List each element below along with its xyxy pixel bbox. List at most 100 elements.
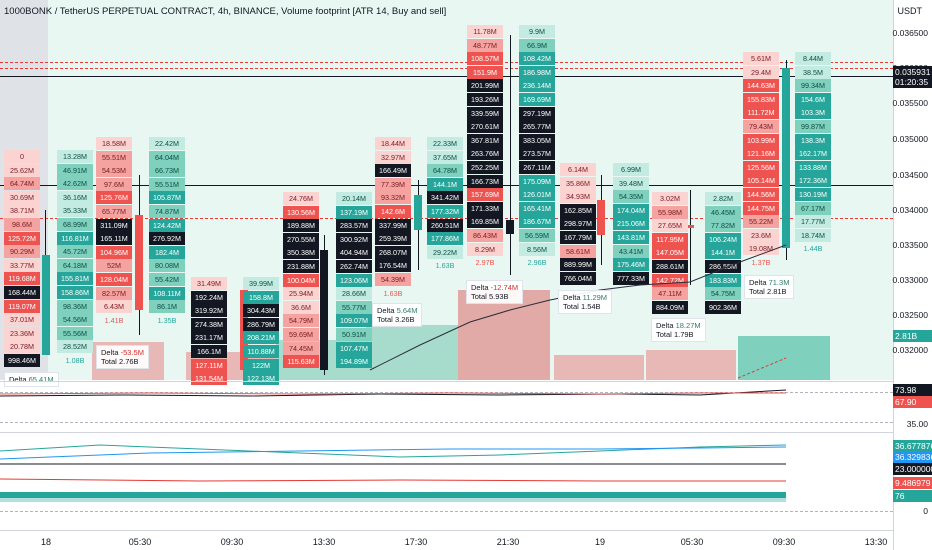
buy-volume-cell: 1.63B (435, 261, 455, 271)
buy-volume-cell: 8.44M (795, 52, 831, 65)
delta-value: 71.3M (768, 278, 790, 287)
buy-volume-cell: 39.48M (613, 176, 649, 190)
buy-volume-cell: 283.57M (336, 219, 372, 233)
rsi-tag-main: 73.98 (893, 384, 932, 396)
buy-volume-cell: 138.3M (795, 133, 831, 147)
sell-volume-cell: 55.51M (96, 150, 132, 164)
total-label: Total (563, 302, 581, 311)
chart-title: 1000BONK / TetherUS PERPETUAL CONTRACT, … (4, 6, 447, 17)
sell-volume-cell: 268.07M (375, 245, 411, 259)
delta-label: Delta (9, 375, 29, 384)
buy-volume-cell: 155.81M (57, 272, 93, 286)
sell-volume-cell: 201.99M (467, 79, 503, 93)
adx-pane[interactable] (0, 433, 893, 483)
sell-volume-cell: 130.56M (283, 205, 319, 219)
buy-volume-cell: 28.66M (336, 287, 372, 301)
rsi-lower-band (0, 422, 893, 423)
price-axis-label: 0.034000 (892, 205, 928, 215)
buy-volume-cell: 404.94M (336, 246, 372, 260)
buy-volume-cell: 777.33M (613, 271, 649, 285)
buy-volume-cell: 37.65M (427, 150, 463, 164)
sell-volume-cell: 884.09M (652, 300, 688, 314)
buy-volume-cell: 162.17M (795, 147, 831, 161)
buy-volume-cell: 8.56M (519, 242, 555, 256)
buy-volume-cell: 304.43M (243, 304, 279, 318)
osc-pane[interactable] (0, 484, 893, 530)
delta-label: Delta (563, 293, 583, 302)
osc-level-line (0, 511, 893, 512)
time-axis-label: 05:30 (128, 537, 152, 547)
sell-volume-cell: 19.08M (743, 242, 779, 256)
price-axis-label: 0.032000 (892, 345, 928, 355)
sell-volume-cell: 64.74M (4, 177, 40, 191)
buy-volume-cell: 54.35M (613, 190, 649, 204)
sell-volume-cell: 25.62M (4, 163, 40, 177)
buy-volume-cell: 55.51M (149, 177, 185, 191)
buy-volume-cell: 74.87M (149, 205, 185, 218)
time-axis-label: 13:30 (864, 537, 888, 547)
sell-volume-cell: 11.78M (467, 25, 503, 38)
candle-body (414, 195, 422, 230)
sell-volume-cell: 151.9M (467, 65, 503, 79)
buy-volume-cell: 20.14M (336, 192, 372, 205)
buy-volume-cell: 276.92M (149, 232, 185, 246)
total-label: Total (471, 292, 489, 301)
buy-volume-cell: 177.86M (427, 232, 463, 246)
buy-volume-cell: 99.87M (795, 120, 831, 133)
currency-label[interactable]: USDT (897, 6, 923, 16)
sell-volume-cell: 274.38M (191, 317, 227, 331)
total-value: 3.26B (394, 315, 415, 324)
last-price-tag: 0.035931 (893, 66, 932, 78)
rsi-level-label: 35.00 (906, 419, 928, 429)
rsi-pane[interactable] (0, 382, 893, 432)
volume-tag: 2.81B (893, 330, 932, 342)
sell-volume-cell: 189.88M (283, 219, 319, 233)
price-axis-label: 0.032500 (892, 310, 928, 320)
sell-volume-cell: 8.29M (467, 242, 503, 256)
sell-volume-cell: 6.43M (96, 300, 132, 314)
sell-volume-cell: 144.56M (743, 188, 779, 201)
sell-volume-cell: 97.6M (96, 177, 132, 191)
dashed-level-line (0, 68, 893, 69)
adx-lines (0, 444, 787, 482)
sell-volume-cell: 77.39M (375, 177, 411, 191)
buy-volume-cell: 54.56M (57, 313, 93, 327)
rsi-line (0, 389, 787, 397)
sell-volume-cell: 142.6M (375, 205, 411, 218)
sell-volume-cell: 168.44M (4, 286, 40, 299)
buy-volume-cell: 144.1M (705, 246, 741, 260)
sell-volume-cell: 125.56M (743, 160, 779, 174)
buy-volume-cell: 50.91M (336, 328, 372, 341)
buy-volume-cell: 38.5M (795, 65, 831, 79)
time-axis-label: 09:30 (772, 537, 796, 547)
sell-volume-cell: 29.4M (743, 65, 779, 79)
volume-bar (738, 336, 830, 380)
sell-volume-cell: 2.97B (475, 258, 495, 268)
buy-volume-cell: 45.72M (57, 245, 93, 259)
price-axis-label: 0.035500 (892, 98, 928, 108)
sell-volume-cell: 54.53M (96, 164, 132, 178)
buy-volume-cell: 300.92M (336, 232, 372, 246)
buy-volume-cell: 169.69M (519, 93, 555, 106)
sell-volume-cell: 108.57M (467, 52, 503, 66)
candle-body (320, 250, 328, 370)
sell-volume-cell: 252.25M (467, 161, 503, 174)
sell-volume-cell: 192.24M (191, 290, 227, 304)
sell-volume-cell: 23.36M (4, 326, 40, 340)
total-value: 1.54B (580, 302, 601, 311)
total-value: 1.79B (673, 330, 694, 339)
buy-volume-cell: 103.3M (795, 106, 831, 120)
delta-box: Delta 18.27M Total 1.79B (651, 318, 706, 342)
sell-volume-cell: 166.1M (191, 345, 227, 358)
total-value: 5.93B (488, 292, 509, 301)
sell-volume-cell: 115.63M (283, 355, 319, 369)
buy-volume-cell: 68.99M (57, 218, 93, 231)
buy-volume-cell: 2.96B (527, 258, 547, 268)
sell-volume-cell: 1.41B (104, 315, 124, 325)
buy-volume-cell: 35.33M (57, 204, 93, 218)
pane-separator (0, 381, 932, 382)
sell-volume-cell: 54.79M (283, 314, 319, 328)
buy-volume-cell: 143.81M (613, 231, 649, 244)
buy-volume-cell: 236.14M (519, 79, 555, 93)
